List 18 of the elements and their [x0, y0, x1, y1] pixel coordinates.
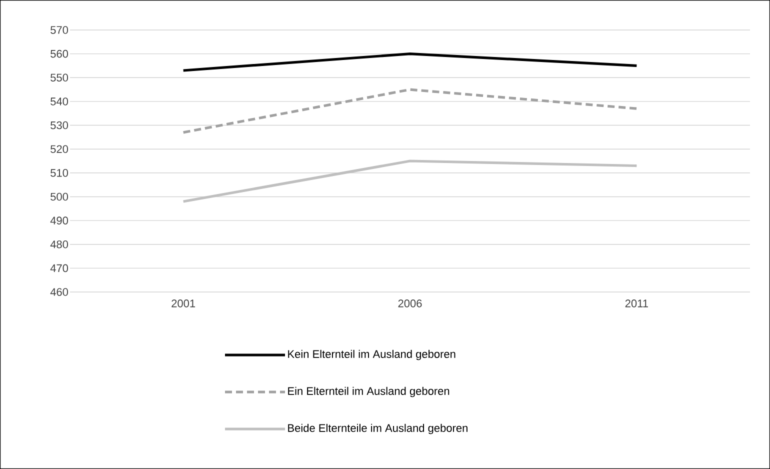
y-tick-label: 500	[50, 192, 68, 201]
legend-label: Ein Elternteil im Ausland geboren	[288, 386, 450, 398]
legend-label: Kein Elternteil im Ausland geboren	[288, 350, 456, 360]
y-tick-label: 550	[50, 74, 68, 82]
y-tick-label: 510	[50, 169, 68, 177]
x-tick-label: 2006	[398, 300, 422, 308]
y-tick-label: 540	[50, 98, 68, 106]
y-tick-label: 530	[50, 121, 68, 130]
y-tick-label: 490	[50, 216, 68, 224]
y-tick-label: 570	[50, 26, 68, 34]
y-tick-label: 470	[50, 264, 68, 272]
y-tick-label: 520	[50, 145, 68, 153]
x-tick-label: 2011	[625, 300, 648, 308]
y-tick-label: 480	[50, 240, 68, 248]
y-tick-label: 460	[50, 288, 68, 296]
y-tick-label: 560	[50, 50, 68, 58]
legend-label: Beide Elternteile im Ausland geboren	[288, 424, 468, 434]
x-tick-label: 2001	[172, 300, 196, 308]
